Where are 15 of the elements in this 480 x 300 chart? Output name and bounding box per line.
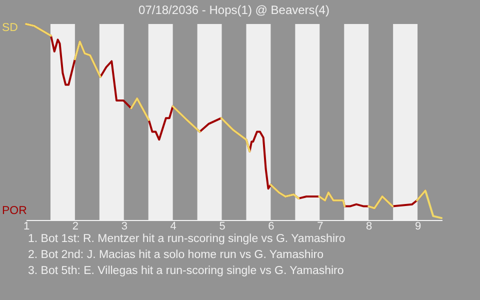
x-tick-label: 4 xyxy=(170,220,176,232)
text: SD xyxy=(2,22,18,34)
annotation: POR xyxy=(2,205,27,217)
text: 1. Bot 1st: R. Mentzer hit a run-scoring single vs G. Yamashiro xyxy=(28,232,346,247)
x-tick-label: 5 xyxy=(219,220,226,232)
x-tick-label: 7 xyxy=(317,220,324,232)
text: 2. Bot 2nd: J. Macias hit a solo home run vs G. Yamashiro xyxy=(28,248,325,263)
x-tick-label: 2 xyxy=(72,220,79,232)
x-tick-label: 3 xyxy=(121,220,128,232)
x-tick-label: 8 xyxy=(366,220,372,232)
x-tick-label: 6 xyxy=(268,220,274,232)
x-tick-label: 9 xyxy=(414,220,422,232)
chart-title: 07/18/2036 - Hops(1) @ Beavers(4) xyxy=(138,3,330,17)
x-tick-label: 1 xyxy=(23,220,30,232)
text: 3. Bot 5th: E. Villegas hit a run-scoring single vs G. Yamashiro xyxy=(28,264,345,279)
